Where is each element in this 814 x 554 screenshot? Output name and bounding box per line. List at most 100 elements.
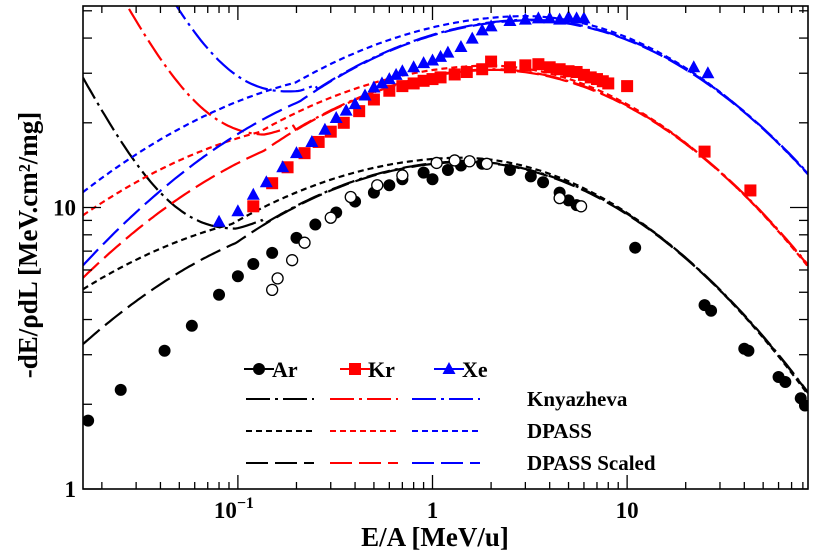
legend-kr-marker (349, 363, 361, 375)
data-point (389, 67, 403, 80)
data-point (375, 76, 389, 89)
legend-xe-marker (442, 362, 456, 374)
data-point (285, 254, 299, 267)
legend-style-label: Knyazheva (527, 387, 628, 411)
data-point (309, 218, 322, 231)
data-point (382, 72, 396, 85)
data-point (687, 60, 701, 73)
data-point (396, 169, 409, 182)
axes: 10−1 1 10 1 10 (53, 5, 809, 523)
data-point (742, 344, 755, 357)
data-point (344, 190, 357, 204)
legend: Ar Kr Xe Knyazheva DPASS DPASS Scaled (244, 357, 656, 475)
data-point (246, 187, 260, 200)
data-point (454, 39, 468, 52)
data-point (537, 176, 550, 189)
x-axis-label: E/A [MeV/u] (361, 522, 509, 552)
data-point (463, 155, 476, 168)
model-curves (83, 6, 808, 396)
data-point (475, 23, 489, 36)
legend-kr-label: Kr (368, 357, 395, 382)
legend-ar-label: Ar (272, 357, 298, 382)
data-point (114, 383, 127, 396)
data-point (503, 163, 516, 176)
data-point (266, 283, 279, 296)
data-point (426, 53, 440, 66)
data-point (367, 80, 381, 93)
data-point (744, 184, 757, 197)
data-point (212, 214, 226, 227)
data-point (231, 204, 245, 217)
y-tick-label: 10 (53, 196, 76, 221)
data-point (465, 31, 479, 44)
data-point (574, 200, 588, 213)
data-point (417, 166, 430, 179)
data-point (485, 55, 498, 68)
data-point (434, 71, 447, 84)
data-point (503, 61, 516, 74)
data-point (441, 163, 454, 176)
data-point (484, 19, 498, 32)
data-point (383, 179, 396, 192)
data-point (562, 10, 576, 23)
legend-style-label: DPASS Scaled (527, 451, 656, 475)
data-point (407, 60, 421, 73)
data-point (448, 154, 461, 167)
data-point (318, 122, 332, 135)
data-points (83, 10, 808, 427)
data-point (460, 66, 473, 79)
data-point (396, 80, 409, 93)
data-point (367, 93, 380, 106)
data-point (480, 157, 493, 170)
data-point (276, 160, 290, 173)
data-point (339, 103, 353, 116)
data-point (305, 134, 319, 147)
data-point (577, 11, 591, 24)
data-point (602, 77, 615, 90)
data-point (407, 77, 420, 90)
data-point (543, 61, 556, 74)
data-point (701, 66, 715, 79)
data-point (266, 246, 279, 259)
data-point (430, 156, 443, 170)
data-point (779, 375, 792, 388)
data-point (259, 175, 273, 188)
data-point (543, 11, 557, 24)
xe-dpass-scaled-curve (83, 19, 808, 267)
x-tick-label: 1 (427, 498, 439, 523)
data-point (532, 58, 545, 71)
data-point (247, 200, 260, 213)
data-point (798, 399, 808, 412)
data-point (324, 211, 337, 224)
data-point (503, 13, 517, 26)
data-point (621, 80, 634, 93)
data-point (298, 236, 311, 249)
data-point (518, 12, 532, 25)
xe-dpass-curve (83, 15, 808, 194)
x-tick-exponent: −1 (237, 495, 254, 512)
data-point (434, 49, 448, 62)
data-point (553, 191, 566, 205)
legend-ar-marker (253, 363, 265, 375)
data-point (441, 45, 455, 58)
legend-xe-label: Xe (462, 357, 488, 382)
data-point (185, 319, 198, 332)
ar-dpass-scaled-curve (83, 160, 808, 394)
y-tick-label: 1 (65, 477, 77, 502)
data-point (426, 173, 439, 186)
xe-knyazheva-curve (175, 6, 808, 175)
x-tick-label: 10 (616, 498, 639, 523)
data-point (271, 272, 284, 285)
data-point (524, 170, 537, 183)
data-point (629, 241, 642, 254)
data-point (705, 304, 718, 317)
data-point (348, 97, 362, 110)
data-point (531, 11, 545, 24)
data-point (213, 288, 226, 301)
data-point (448, 68, 461, 81)
data-point (289, 146, 303, 159)
data-point (698, 145, 711, 158)
data-point (329, 111, 343, 124)
